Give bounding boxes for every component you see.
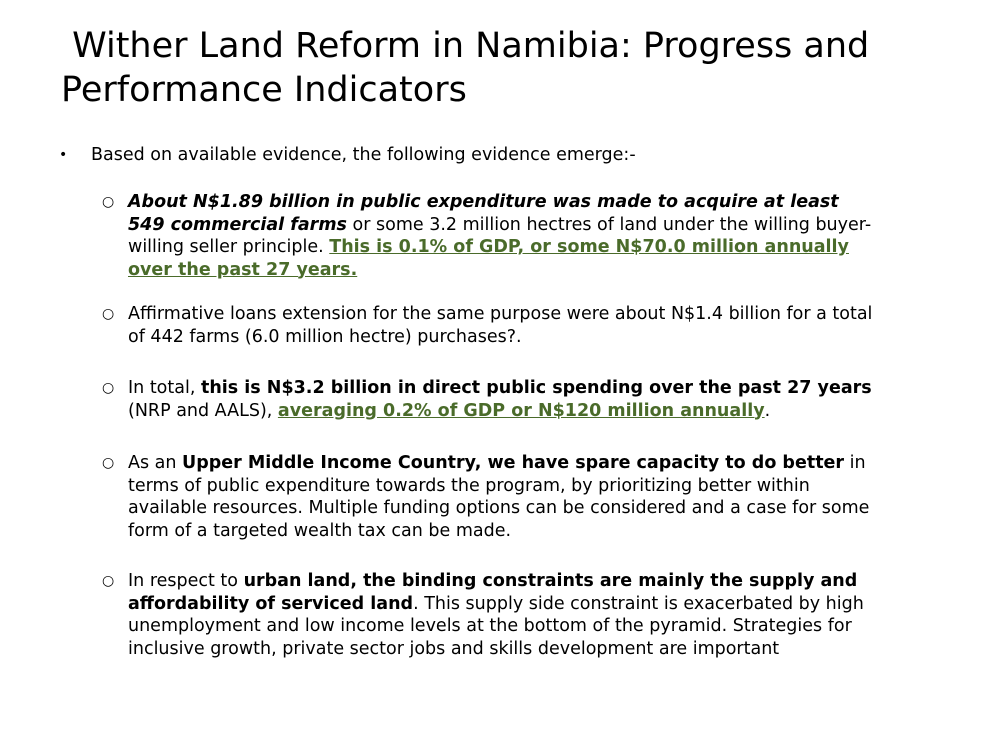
plain-text: . bbox=[764, 400, 771, 421]
plain-text: In total, bbox=[128, 378, 201, 398]
plain-text: . This supply side constraint is exacerb… bbox=[128, 593, 864, 659]
plain-text: or some 3.2 million hectres of land unde… bbox=[128, 214, 872, 258]
bold-text: urban land, the binding constraints are … bbox=[128, 571, 858, 614]
sub-bullet-marker: ○ bbox=[102, 455, 115, 471]
highlight-link[interactable]: averaging 0.2% of GDP or N$120 million a… bbox=[277, 400, 765, 421]
plain-text: In respect to bbox=[128, 571, 244, 591]
sub-bullet-marker: ○ bbox=[102, 194, 115, 210]
sub-bullet-text: As an Upper Middle Income Country, we ha… bbox=[128, 452, 878, 542]
highlight-link[interactable]: This is 0.1% of GDP, or some N$70.0 mill… bbox=[128, 237, 849, 280]
sub-bullet-marker: ○ bbox=[102, 306, 115, 322]
sub-bullet-text: In total, this is N$3.2 billion in direc… bbox=[128, 377, 878, 422]
sub-bullet-marker: ○ bbox=[102, 573, 115, 589]
plain-text: (NRP and AALS), bbox=[128, 400, 278, 421]
sub-bullet-text: In respect to urban land, the binding co… bbox=[128, 570, 878, 660]
emphasis-text: About N$1.89 billion in public expenditu… bbox=[128, 192, 839, 235]
slide-title: Wither Land Reform in Namibia: Progress … bbox=[61, 26, 881, 110]
bold-text: this is N$3.2 billion in direct public s… bbox=[200, 378, 872, 398]
intro-text: Based on available evidence, the followi… bbox=[91, 145, 636, 165]
plain-text: As an bbox=[128, 453, 183, 473]
sub-bullet-marker: ○ bbox=[102, 380, 115, 396]
plain-text: Affirmative loans extension for the same… bbox=[128, 304, 873, 347]
sub-bullet-text: About N$1.89 billion in public expenditu… bbox=[128, 191, 878, 281]
plain-text: in terms of public expenditure towards t… bbox=[128, 453, 870, 541]
bullet-marker: • bbox=[59, 147, 68, 163]
sub-bullet-text: Affirmative loans extension for the same… bbox=[128, 303, 878, 348]
bold-text: Upper Middle Income Country, we have spa… bbox=[182, 453, 845, 473]
